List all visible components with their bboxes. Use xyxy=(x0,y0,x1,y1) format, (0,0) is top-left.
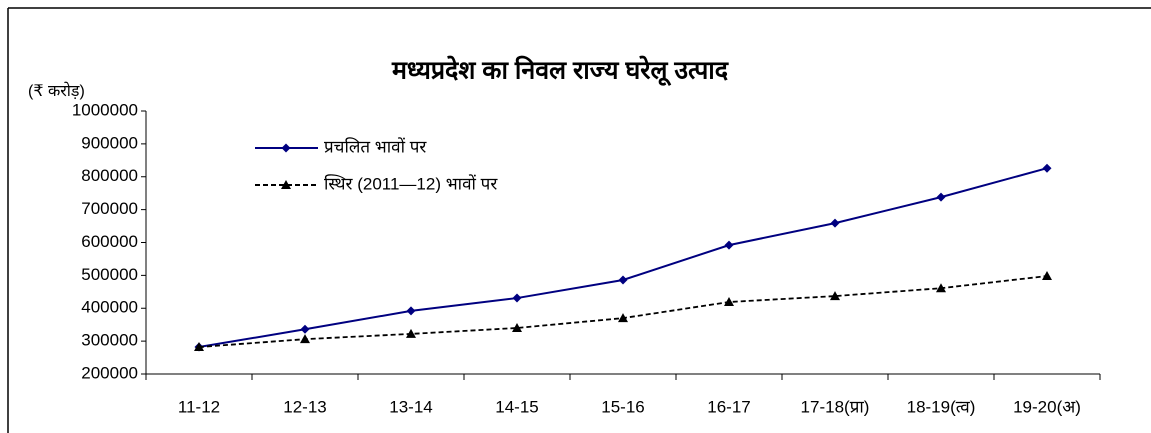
marker xyxy=(281,180,291,189)
marker xyxy=(194,342,204,352)
y-tick-label: 300000 xyxy=(81,331,138,350)
marker xyxy=(936,192,946,202)
marker xyxy=(724,297,734,307)
marker xyxy=(936,283,946,293)
y-tick-label: 900000 xyxy=(81,133,138,152)
x-tick-label: 11-12 xyxy=(178,397,220,416)
legend-label: स्थिर (2011—12) भावों पर xyxy=(324,173,498,193)
y-tick-label: 200000 xyxy=(81,363,138,382)
y-tick-label: 1000000 xyxy=(72,100,138,119)
x-tick-label: 18-19(त्व) xyxy=(907,397,976,416)
x-tick-label: 13-14 xyxy=(389,397,432,416)
series-line xyxy=(198,275,1048,348)
y-axis-label: (₹ करोड़) xyxy=(28,81,85,100)
x-tick-label: 16-17 xyxy=(707,397,750,416)
x-tick-label: 15-16 xyxy=(601,397,644,416)
x-tick-label: 14-15 xyxy=(495,397,538,416)
marker xyxy=(512,322,522,332)
marker xyxy=(1042,271,1052,281)
x-tick-label: 17-18(प्रा) xyxy=(801,397,870,416)
x-tick-label: 19-20(अ) xyxy=(1013,397,1081,416)
y-tick-label: 700000 xyxy=(81,199,138,218)
marker xyxy=(406,306,416,316)
chart-title: मध्यप्रदेश का निवल राज्य घरेलू उत्पाद xyxy=(391,56,729,87)
marker xyxy=(724,240,734,250)
marker xyxy=(618,313,628,323)
marker xyxy=(618,275,628,285)
y-tick-label: 800000 xyxy=(81,166,138,185)
marker xyxy=(281,143,291,153)
marker xyxy=(512,293,522,303)
marker xyxy=(300,334,310,344)
y-tick-label: 600000 xyxy=(81,232,138,251)
y-tick-label: 500000 xyxy=(81,265,138,284)
marker xyxy=(300,324,310,334)
marker xyxy=(830,218,840,228)
marker xyxy=(830,291,840,301)
marker xyxy=(1042,163,1052,173)
x-tick-label: 12-13 xyxy=(283,397,326,416)
marker xyxy=(406,328,416,338)
legend-label: प्रचलित भावों पर xyxy=(324,136,427,156)
y-tick-label: 400000 xyxy=(81,298,138,317)
